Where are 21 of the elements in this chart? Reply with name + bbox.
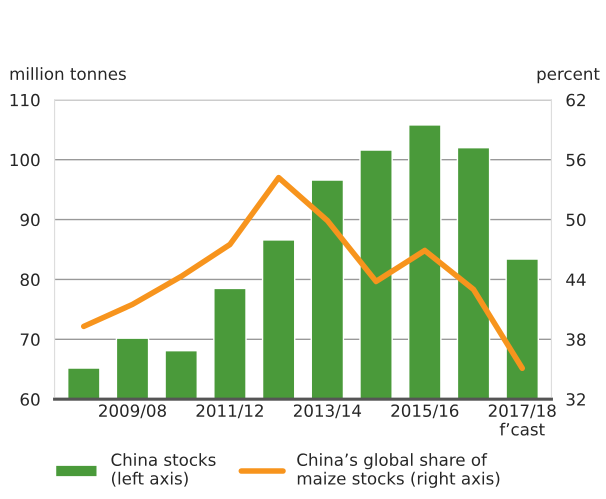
- y2-tick-label: 38: [566, 333, 586, 346]
- y-tick-label: 100: [10, 154, 40, 166]
- x-tick-label: 2013/14: [294, 404, 362, 418]
- y2-tick-label: 44: [566, 274, 586, 286]
- y2-axis-title: percent: [538, 68, 600, 84]
- y-tick-label: 110: [10, 94, 40, 106]
- x-tick-label: 2015/16: [391, 404, 458, 418]
- legend-label: China’s global share of maize stocks (right axis): [297, 453, 500, 488]
- legend-label: China stocks (left axis): [111, 453, 216, 487]
- x-tick-label: 2017/18 f’cast: [488, 404, 556, 436]
- y-tick-label: 60: [20, 393, 40, 406]
- y2-tick-label: 50: [566, 214, 586, 226]
- y2-tick-label: 32: [566, 393, 585, 406]
- y-axis-title: million tonnes: [10, 67, 126, 80]
- y-tick-label: 90: [20, 214, 40, 226]
- y-tick-label: 80: [20, 273, 40, 286]
- y2-tick-label: 56: [566, 154, 586, 166]
- x-tick-label: 2011/12: [196, 404, 263, 418]
- x-tick-label: 2009/08: [99, 404, 166, 418]
- y2-tick-label: 62: [566, 94, 585, 106]
- y-tick-label: 70: [20, 333, 40, 346]
